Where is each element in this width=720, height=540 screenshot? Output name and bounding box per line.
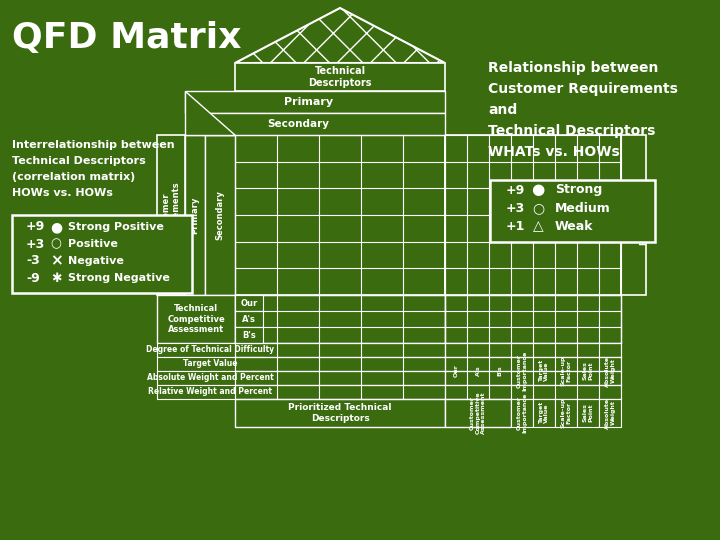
FancyBboxPatch shape	[445, 343, 621, 357]
Text: Customer Requirements: Customer Requirements	[488, 82, 678, 96]
Text: Our: Our	[454, 364, 459, 377]
Text: Technical Descriptors: Technical Descriptors	[488, 124, 655, 138]
FancyBboxPatch shape	[235, 295, 263, 311]
Text: Customer
Requirements: Customer Requirements	[161, 181, 181, 248]
FancyBboxPatch shape	[235, 399, 445, 427]
FancyBboxPatch shape	[205, 113, 445, 135]
Polygon shape	[235, 8, 445, 63]
FancyBboxPatch shape	[235, 385, 445, 399]
FancyBboxPatch shape	[621, 135, 646, 295]
Text: Scale-up
Factor: Scale-up Factor	[561, 356, 572, 386]
FancyBboxPatch shape	[235, 371, 445, 385]
Text: A's: A's	[475, 366, 480, 376]
Text: Medium: Medium	[555, 201, 611, 214]
FancyBboxPatch shape	[577, 399, 599, 427]
Text: +1: +1	[506, 219, 526, 233]
Text: Technical
Descriptors: Technical Descriptors	[308, 66, 372, 88]
Text: and: and	[488, 103, 517, 117]
Text: ●: ●	[50, 220, 62, 234]
FancyBboxPatch shape	[599, 399, 621, 427]
FancyBboxPatch shape	[235, 357, 445, 371]
FancyBboxPatch shape	[235, 343, 445, 357]
Text: ○: ○	[50, 238, 61, 251]
FancyBboxPatch shape	[490, 180, 655, 242]
Text: Sales
Point: Sales Point	[582, 362, 593, 381]
Text: Prioritized Technical
Descriptors: Prioritized Technical Descriptors	[288, 403, 392, 423]
FancyBboxPatch shape	[185, 135, 205, 295]
Text: Prioritized
Customer
Requirements: Prioritized Customer Requirements	[618, 185, 649, 245]
Text: Secondary: Secondary	[215, 190, 225, 240]
Text: Interrelationship between: Interrelationship between	[12, 140, 175, 150]
Text: Customer
Importance: Customer Importance	[517, 351, 527, 391]
Text: +3: +3	[26, 238, 45, 251]
FancyBboxPatch shape	[445, 357, 621, 371]
FancyBboxPatch shape	[157, 385, 263, 399]
Text: HOWs vs. HOWs: HOWs vs. HOWs	[12, 188, 113, 198]
Text: Customer
Importance: Customer Importance	[517, 393, 527, 433]
Text: Relative Weight and Percent: Relative Weight and Percent	[148, 388, 272, 396]
FancyBboxPatch shape	[533, 399, 555, 427]
Text: Technical
Competitive
Assessment: Technical Competitive Assessment	[167, 304, 225, 334]
Text: Target
Value: Target Value	[539, 402, 549, 424]
Text: B's: B's	[242, 330, 256, 340]
Text: Relationship between: Relationship between	[488, 61, 658, 75]
Text: Strong Negative: Strong Negative	[68, 273, 170, 283]
Text: +9: +9	[26, 220, 45, 233]
FancyBboxPatch shape	[157, 343, 263, 357]
Text: Primary: Primary	[284, 97, 333, 107]
Text: QFD Matrix: QFD Matrix	[12, 21, 241, 55]
Text: Strong: Strong	[555, 184, 602, 197]
Text: +9: +9	[506, 184, 526, 197]
Text: Primary: Primary	[191, 197, 199, 234]
FancyBboxPatch shape	[157, 357, 263, 371]
FancyBboxPatch shape	[235, 135, 445, 295]
Text: Target
Value: Target Value	[539, 360, 549, 382]
Text: ×: ×	[50, 253, 63, 268]
FancyBboxPatch shape	[235, 327, 263, 343]
FancyBboxPatch shape	[445, 371, 621, 385]
Text: Absolute
Weight: Absolute Weight	[605, 397, 616, 429]
FancyBboxPatch shape	[445, 385, 621, 399]
FancyBboxPatch shape	[157, 135, 185, 295]
Text: Strong Positive: Strong Positive	[68, 222, 164, 232]
Text: Customer
Competitive
Assessment: Customer Competitive Assessment	[469, 392, 486, 434]
Text: Target Value: Target Value	[183, 360, 238, 368]
Text: Degree of Technical Difficulty: Degree of Technical Difficulty	[146, 346, 274, 354]
Text: A's: A's	[242, 314, 256, 323]
Text: ●: ●	[531, 183, 544, 198]
Text: Secondary: Secondary	[267, 119, 329, 129]
Text: B's: B's	[498, 366, 503, 376]
FancyBboxPatch shape	[445, 399, 511, 427]
Text: Negative: Negative	[68, 256, 124, 266]
FancyBboxPatch shape	[511, 399, 533, 427]
FancyBboxPatch shape	[235, 311, 263, 327]
FancyBboxPatch shape	[12, 215, 192, 293]
FancyBboxPatch shape	[235, 63, 445, 91]
Text: Scale-up
Factor: Scale-up Factor	[561, 398, 572, 428]
Text: Positive: Positive	[68, 239, 118, 249]
Text: Absolute
Weight: Absolute Weight	[605, 355, 616, 387]
FancyBboxPatch shape	[185, 91, 445, 113]
Text: +3: +3	[506, 201, 526, 214]
Text: -9: -9	[26, 272, 40, 285]
Text: Weak: Weak	[555, 219, 593, 233]
Text: (correlation matrix): (correlation matrix)	[12, 172, 135, 182]
FancyBboxPatch shape	[445, 135, 621, 295]
Polygon shape	[185, 91, 235, 135]
FancyBboxPatch shape	[157, 371, 263, 385]
FancyBboxPatch shape	[205, 135, 235, 295]
Text: Sales
Point: Sales Point	[582, 403, 593, 422]
Text: ○: ○	[532, 201, 544, 215]
Text: Technical Descriptors: Technical Descriptors	[12, 156, 145, 166]
Text: Our: Our	[240, 299, 258, 307]
Text: △: △	[533, 219, 544, 233]
Text: -3: -3	[26, 254, 40, 267]
FancyBboxPatch shape	[555, 399, 577, 427]
Text: WHATs vs. HOWs: WHATs vs. HOWs	[488, 145, 620, 159]
FancyBboxPatch shape	[445, 295, 621, 343]
FancyBboxPatch shape	[157, 295, 235, 343]
Text: ✱: ✱	[50, 272, 61, 285]
Text: Absolute Weight and Percent: Absolute Weight and Percent	[147, 374, 274, 382]
FancyBboxPatch shape	[235, 295, 445, 343]
